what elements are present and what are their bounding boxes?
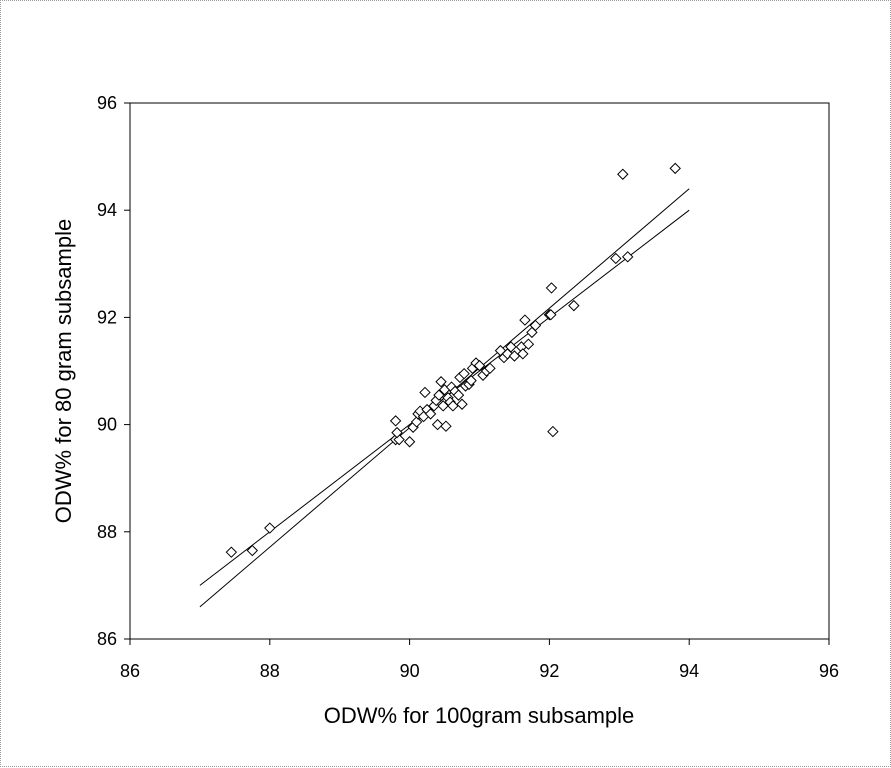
data-point [440,420,452,432]
data-point [473,359,486,372]
y-tick-label: 94 [97,200,117,220]
y-tick-label: 86 [97,629,117,649]
data-point [431,418,444,431]
data-point [452,389,465,401]
data-point [484,362,496,375]
data-point [669,162,681,175]
data-point [435,376,447,388]
data-point [547,425,559,438]
data-point [529,319,542,332]
data-point [246,544,259,557]
data-point [617,168,629,180]
x-tick-label: 90 [400,661,420,681]
x-tick-label: 92 [539,661,559,681]
data-point [610,252,622,265]
x-axis-title: ODW% for 100gram subsample [324,703,635,728]
y-axis-ticks: 86 88 90 92 94 96 [97,93,130,649]
data-point [522,338,535,350]
data-point [456,398,468,410]
x-tick-label: 86 [120,661,140,681]
x-tick-label: 96 [819,661,839,681]
data-point [424,408,437,420]
data-point [505,341,517,353]
data-point [545,282,558,294]
data-point [403,436,416,448]
y-tick-label: 96 [97,93,117,113]
x-axis-ticks: 86 88 90 92 94 96 [120,639,839,681]
data-point [433,389,445,401]
data-point [410,416,423,428]
data-point [391,426,403,439]
data-point [458,367,470,380]
data-point [389,415,402,427]
data-point [621,251,634,263]
y-tick-label: 92 [97,307,117,327]
y-tick-label: 90 [97,415,117,435]
data-point [568,299,580,312]
data-point [437,400,449,412]
data-point [447,400,459,412]
data-point [465,374,477,387]
x-tick-label: 88 [260,661,280,681]
data-point [517,348,529,360]
data-points [225,162,681,558]
data-point [545,309,557,321]
data-point [419,386,431,399]
data-point [264,522,276,534]
data-point [519,314,531,326]
y-tick-label: 88 [97,522,117,542]
y-axis-title: ODW% for 80 gram subsample [51,219,76,523]
x-tick-label: 94 [679,661,699,681]
data-point [225,546,238,558]
